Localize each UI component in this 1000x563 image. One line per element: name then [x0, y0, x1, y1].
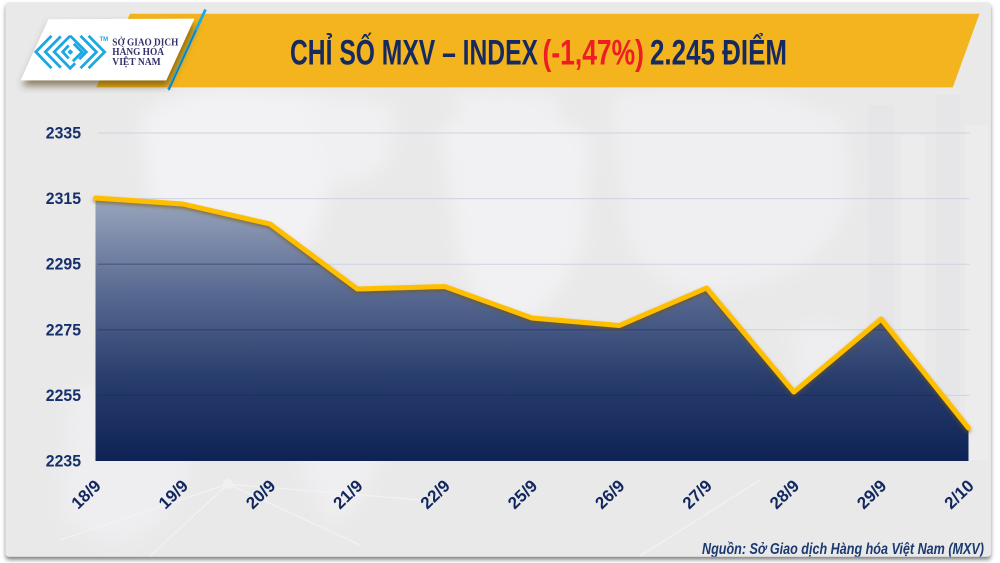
svg-text:2235: 2235: [46, 453, 81, 471]
svg-text:VIỆT NAM: VIỆT NAM: [112, 55, 161, 68]
svg-text:2255: 2255: [46, 387, 81, 405]
svg-text:2335: 2335: [46, 125, 81, 143]
svg-text:(-1,47%): (-1,47%): [543, 34, 645, 73]
svg-text:CHỈ SỐ MXV – INDEX: CHỈ SỐ MXV – INDEX: [290, 33, 538, 73]
svg-text:Nguồn: Sở Giao dịch Hàng hóa V: Nguồn: Sở Giao dịch Hàng hóa Việt Nam (M…: [702, 541, 984, 558]
svg-text:HÀNG HÓA: HÀNG HÓA: [112, 46, 164, 58]
svg-text:2275: 2275: [46, 321, 81, 339]
svg-text:TM: TM: [100, 37, 109, 43]
svg-text:SỞ GIAO DỊCH: SỞ GIAO DỊCH: [112, 36, 178, 48]
svg-text:2.245 ĐIỂM: 2.245 ĐIỂM: [650, 33, 787, 73]
svg-text:2315: 2315: [46, 190, 81, 208]
svg-text:2295: 2295: [46, 256, 81, 274]
